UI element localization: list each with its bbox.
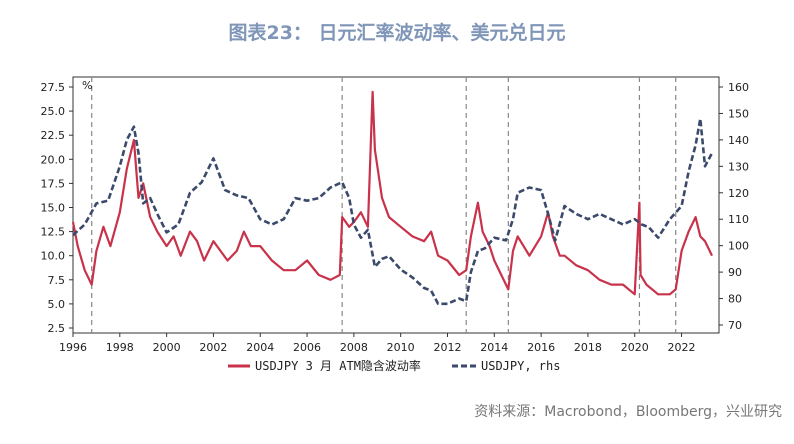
series-lines: [71, 90, 714, 306]
right-axis: 70 80 90 100 110 120 130 140 150 160: [719, 81, 749, 332]
x-axis-tick-label: 2018: [574, 341, 602, 354]
x-axis: 1996 1998 2000 2002 2004 2006 2008 2010 2012 2014…: [59, 333, 696, 354]
right-axis-tick-label: 160: [728, 81, 749, 94]
right-axis-tick-label: 110: [728, 213, 749, 226]
x-axis-tick-label: 2002: [199, 341, 227, 354]
plot-frame: [72, 76, 720, 334]
x-axis-tick-label: 2004: [246, 341, 274, 354]
left-axis-tick-label: 7.5: [48, 274, 66, 287]
x-axis-tick-label: 2020: [621, 341, 649, 354]
left-axis-tick-label: 10.0: [41, 250, 66, 263]
x-axis-tick-label: 2014: [480, 341, 508, 354]
left-axis: 2.5 5.0 7.5 10.0 12.5 15.0 17.5 20.0 22.5 25.0 27.…: [41, 81, 73, 335]
right-axis-tick-label: 150: [728, 107, 749, 120]
x-axis-tick-label: 1998: [106, 341, 134, 354]
left-axis-unit: %: [82, 79, 92, 92]
x-axis-tick-label: 2000: [153, 341, 181, 354]
x-axis-tick-label: 1996: [59, 341, 87, 354]
right-axis-tick-label: 130: [728, 160, 749, 173]
left-axis-tick-label: 15.0: [41, 202, 66, 215]
left-axis-tick-label: 12.5: [41, 226, 66, 239]
x-axis-tick-label: 2006: [293, 341, 321, 354]
x-axis-tick-label: 2008: [340, 341, 368, 354]
left-axis-tick-label: 2.5: [48, 322, 66, 335]
x-axis-tick-label: 2016: [527, 341, 555, 354]
left-axis-tick-label: 17.5: [41, 177, 66, 190]
legend: USDJPY 3 月 ATM隐含波动率 USDJPY, rhs: [228, 358, 560, 373]
right-axis-tick-label: 120: [728, 187, 749, 200]
right-axis-tick-label: 140: [728, 134, 749, 147]
legend-label-volatility: USDJPY 3 月 ATM隐含波动率: [255, 358, 421, 373]
right-axis-tick-label: 70: [728, 319, 742, 332]
source-note: 资料来源：Macrobond，Bloomberg，兴业研究: [474, 404, 782, 420]
x-axis-tick-label: 2010: [387, 341, 415, 354]
right-axis-tick-label: 90: [728, 266, 742, 279]
left-axis-tick-label: 22.5: [41, 129, 66, 142]
left-axis-tick-label: 5.0: [48, 298, 66, 311]
right-axis-tick-label: 100: [728, 240, 749, 253]
left-axis-tick-label: 27.5: [41, 81, 66, 94]
left-axis-tick-label: 25.0: [41, 105, 66, 118]
chart-title: 图表23： 日元汇率波动率、美元兑日元: [228, 22, 566, 44]
usdjpy-series-line: [72, 117, 714, 306]
legend-label-usdjpy: USDJPY, rhs: [481, 359, 560, 373]
x-axis-tick-label: 2012: [433, 341, 461, 354]
right-axis-tick-label: 80: [728, 293, 742, 306]
volatility-series-line: [71, 90, 713, 296]
x-axis-tick-label: 2022: [668, 341, 696, 354]
left-axis-tick-label: 20.0: [41, 153, 66, 166]
